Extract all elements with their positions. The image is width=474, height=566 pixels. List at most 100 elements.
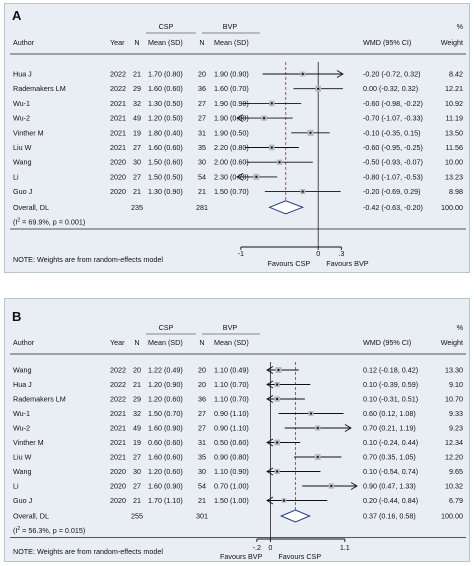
study-year: 2020 bbox=[110, 172, 126, 181]
study-n-right: 27 bbox=[198, 99, 206, 108]
study-effect-ci: 0.70 (0.21, 1.19) bbox=[363, 424, 416, 433]
year-header: Year bbox=[110, 338, 125, 347]
study-mean-sd-left: 1.70 (0.80) bbox=[148, 70, 183, 79]
study-mean-sd-right: 1.90 (0.90) bbox=[214, 114, 249, 123]
study-point-estimate bbox=[316, 426, 319, 430]
study-weight: 9.65 bbox=[449, 467, 463, 476]
group-label-left: CSP bbox=[159, 323, 174, 332]
study-n-left: 32 bbox=[133, 99, 141, 108]
study-effect-ci: -0.80 (-1.07, -0.53) bbox=[363, 172, 423, 181]
study-n-right: 36 bbox=[198, 395, 206, 404]
study-weight: 13.23 bbox=[445, 172, 463, 181]
author-header: Author bbox=[13, 38, 35, 47]
study-n-left: 21 bbox=[133, 380, 141, 389]
year-header: Year bbox=[110, 38, 125, 47]
n-header-left: N bbox=[134, 38, 139, 47]
study-point-estimate bbox=[270, 146, 273, 149]
study-mean-sd-right: 1.90 (0.90) bbox=[214, 70, 249, 79]
study-point-estimate bbox=[276, 397, 279, 401]
study-n-left: 19 bbox=[133, 128, 141, 137]
weight-header: Weight bbox=[441, 338, 463, 347]
study-n-left: 27 bbox=[133, 143, 141, 152]
study-mean-sd-left: 1.20 (0.60) bbox=[148, 467, 183, 476]
study-author: Rademakers LM bbox=[13, 395, 66, 404]
study-effect-ci: 0.60 (0.12, 1.08) bbox=[363, 409, 416, 418]
study-n-right: 30 bbox=[198, 467, 206, 476]
group-label-right: BVP bbox=[223, 22, 238, 31]
study-author: Li bbox=[13, 482, 19, 491]
study-weight: 10.92 bbox=[445, 99, 463, 108]
study-n-left: 30 bbox=[133, 467, 141, 476]
study-effect-ci: 0.90 (0.47, 1.33) bbox=[363, 482, 416, 491]
ci-arrow-left bbox=[266, 380, 274, 389]
study-author: Rademakers LM bbox=[13, 84, 66, 93]
forest-plot-a: A CSP BVP % Author Year N Mean (SD) N Mean (SD) WM… bbox=[10, 8, 466, 268]
study-n-left: 21 bbox=[133, 187, 141, 196]
study-author: Liu W bbox=[13, 453, 32, 462]
study-author: Wang bbox=[13, 366, 32, 375]
heterogeneity-stat: (I2 = 56.3%, p = 0.015) bbox=[13, 526, 85, 535]
study-weight: 13.30 bbox=[445, 366, 463, 375]
n-header-left: N bbox=[134, 338, 139, 347]
study-n-right: 20 bbox=[198, 380, 206, 389]
study-weight: 12.20 bbox=[445, 453, 463, 462]
overall-n-right: 301 bbox=[196, 512, 208, 521]
study-mean-sd-right: 1.50 (1.00) bbox=[214, 496, 249, 505]
study-weight: 12.34 bbox=[445, 438, 463, 447]
study-point-estimate bbox=[276, 470, 279, 473]
study-point-estimate bbox=[276, 383, 279, 386]
study-weight: 11.19 bbox=[446, 114, 463, 123]
study-mean-sd-left: 1.30 (0.50) bbox=[148, 99, 183, 108]
mean-sd-header-right: Mean (SD) bbox=[214, 38, 249, 47]
overall-n-left: 255 bbox=[131, 512, 143, 521]
weight-header: Weight bbox=[441, 38, 463, 47]
ci-arrow-left bbox=[236, 173, 244, 181]
study-mean-sd-left: 0.60 (0.60) bbox=[148, 438, 183, 447]
study-year: 2020 bbox=[110, 158, 126, 167]
study-year: 2021 bbox=[110, 424, 126, 433]
study-mean-sd-right: 1.10 (0.70) bbox=[214, 380, 249, 389]
study-weight: 6.79 bbox=[449, 496, 463, 505]
n-header-right: N bbox=[199, 338, 204, 347]
study-n-right: 54 bbox=[198, 482, 206, 491]
study-weight: 9.10 bbox=[449, 380, 463, 389]
study-author: Wang bbox=[13, 158, 32, 167]
study-n-left: 27 bbox=[133, 453, 141, 462]
favours-left-label: Favours BVP bbox=[220, 552, 263, 561]
study-effect-ci: -0.70 (-1.07, -0.33) bbox=[363, 114, 423, 123]
study-author: Guo J bbox=[13, 496, 33, 505]
study-point-estimate bbox=[262, 117, 266, 120]
study-n-left: 29 bbox=[133, 395, 141, 404]
study-weight: 11.56 bbox=[446, 143, 463, 152]
study-mean-sd-right: 0.90 (1.10) bbox=[214, 424, 249, 433]
study-mean-sd-left: 1.60 (0.60) bbox=[148, 453, 183, 462]
study-mean-sd-left: 1.22 (0.49) bbox=[148, 366, 183, 375]
study-mean-sd-right: 1.50 (0.70) bbox=[214, 187, 249, 196]
study-author: Wu-2 bbox=[13, 424, 30, 433]
study-n-right: 27 bbox=[198, 424, 206, 433]
ci-arrow-left bbox=[266, 496, 274, 505]
model-note: NOTE: Weights are from random-effects mo… bbox=[13, 255, 163, 264]
study-n-right: 21 bbox=[198, 496, 206, 505]
study-n-left: 32 bbox=[133, 409, 141, 418]
mean-sd-header-left: Mean (SD) bbox=[148, 38, 183, 47]
study-point-estimate bbox=[309, 131, 312, 134]
study-year: 2020 bbox=[110, 467, 126, 476]
study-n-right: 31 bbox=[198, 438, 206, 447]
study-year: 2020 bbox=[110, 482, 126, 491]
study-mean-sd-left: 1.50 (0.60) bbox=[148, 158, 183, 167]
study-n-right: 27 bbox=[198, 114, 206, 123]
ci-arrow-right bbox=[350, 482, 358, 490]
study-author: Hua J bbox=[13, 380, 32, 389]
study-author: Wang bbox=[13, 467, 32, 476]
study-n-right: 54 bbox=[198, 172, 206, 181]
study-mean-sd-right: 0.50 (0.60) bbox=[214, 438, 249, 447]
overall-label: Overall, DL bbox=[13, 203, 49, 212]
author-header: Author bbox=[13, 338, 35, 347]
study-mean-sd-left: 1.70 (1.10) bbox=[148, 496, 183, 505]
study-author: Wu-2 bbox=[13, 114, 30, 123]
study-mean-sd-right: 1.10 (0.70) bbox=[214, 395, 249, 404]
study-n-right: 31 bbox=[198, 128, 206, 137]
study-n-left: 49 bbox=[133, 114, 141, 123]
study-weight: 9.23 bbox=[449, 424, 463, 433]
